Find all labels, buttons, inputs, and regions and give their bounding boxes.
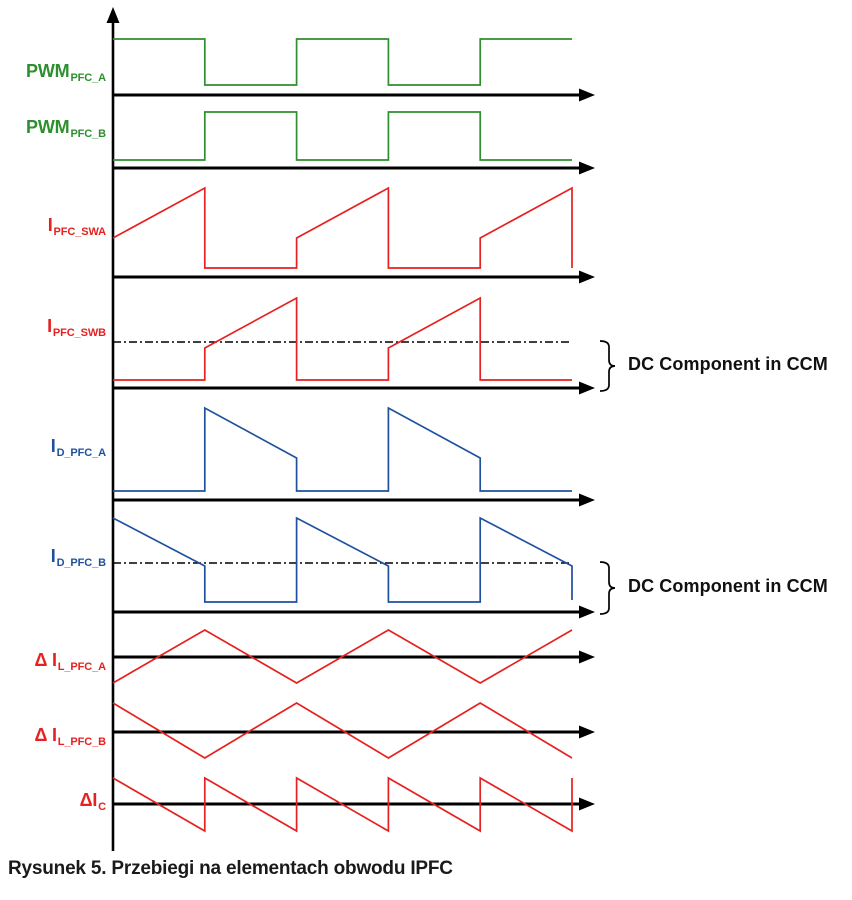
waveform-i_d_pfc_b (112, 516, 573, 603)
time-axis-arrowhead-pwm_pfc_b (579, 161, 595, 175)
label-main: Δ I (34, 650, 57, 670)
label-delta-il-pfc-b: Δ IL_PFC_B (0, 724, 106, 749)
label-main: PWM (26, 61, 70, 81)
label-main: I (50, 436, 56, 456)
label-subscript: L_PFC_A (57, 661, 106, 673)
label-main: I (47, 215, 53, 235)
figure-caption: Rysunek 5. Przebiegi na elementach obwod… (8, 858, 453, 879)
label-subscript: PFC_A (70, 72, 106, 84)
label-main: ΔI (79, 790, 98, 810)
label-subscript: PFC_B (70, 128, 106, 140)
label-subscript: PFC_SWA (53, 226, 107, 238)
label-i-d-pfc-a: ID_PFC_A (0, 435, 106, 460)
waveform-i_d_pfc_a (113, 406, 572, 492)
label-subscript: L_PFC_B (57, 736, 106, 748)
waveform-delta_il_pfc_b (112, 702, 573, 759)
label-subscript: PFC_SWB (52, 327, 106, 339)
label-main: I (50, 546, 56, 566)
dc-brace-i_d_pfc_b (599, 561, 616, 615)
waveform-delta_ic (112, 776, 573, 833)
label-main: PWM (26, 117, 70, 137)
label-subscript: D_PFC_B (56, 557, 107, 569)
time-axis-arrowhead-i_pfc_swb (579, 381, 595, 395)
label-main: I (47, 316, 52, 336)
label-i-pfc-swb: IPFC_SWB (0, 315, 106, 340)
waveform-delta_il_pfc_a (112, 629, 573, 684)
vertical-axis-arrowhead (106, 7, 120, 23)
time-axis-arrowhead-pwm_pfc_a (579, 88, 595, 102)
label-pwm-pfc-b: PWMPFC_B (0, 116, 106, 141)
time-axis-arrowhead-i_pfc_swa (579, 270, 595, 284)
label-delta-il-pfc-a: Δ IL_PFC_A (0, 649, 106, 674)
waveform-i_pfc_swb (113, 296, 572, 381)
label-subscript: D_PFC_A (56, 447, 107, 459)
time-axis-arrowhead-delta_il_pfc_b (579, 725, 595, 739)
dc-brace-i_pfc_swb (599, 340, 616, 392)
label-main: Δ I (34, 725, 57, 745)
waveform-i_pfc_swa (112, 186, 573, 269)
time-axis-arrowhead-delta_ic (579, 797, 595, 811)
label-pwm-pfc-a: PWMPFC_A (0, 60, 106, 85)
label-subscript: C (98, 801, 106, 813)
dc-component-annotation-db: DC Component in CCM (628, 576, 828, 596)
time-axis-arrowhead-delta_il_pfc_a (579, 650, 595, 664)
waveform-pwm_pfc_a (113, 38, 572, 86)
dc-component-annotation-swb: DC Component in CCM (628, 354, 828, 374)
time-axis-arrowhead-i_d_pfc_b (579, 605, 595, 619)
waveform-pwm_pfc_b (113, 111, 572, 161)
label-i-pfc-swa: IPFC_SWA (0, 214, 106, 239)
label-delta-ic: ΔIC (0, 789, 107, 814)
time-axis-arrowhead-i_d_pfc_a (579, 493, 595, 507)
label-i-d-pfc-b: ID_PFC_B (0, 545, 106, 570)
